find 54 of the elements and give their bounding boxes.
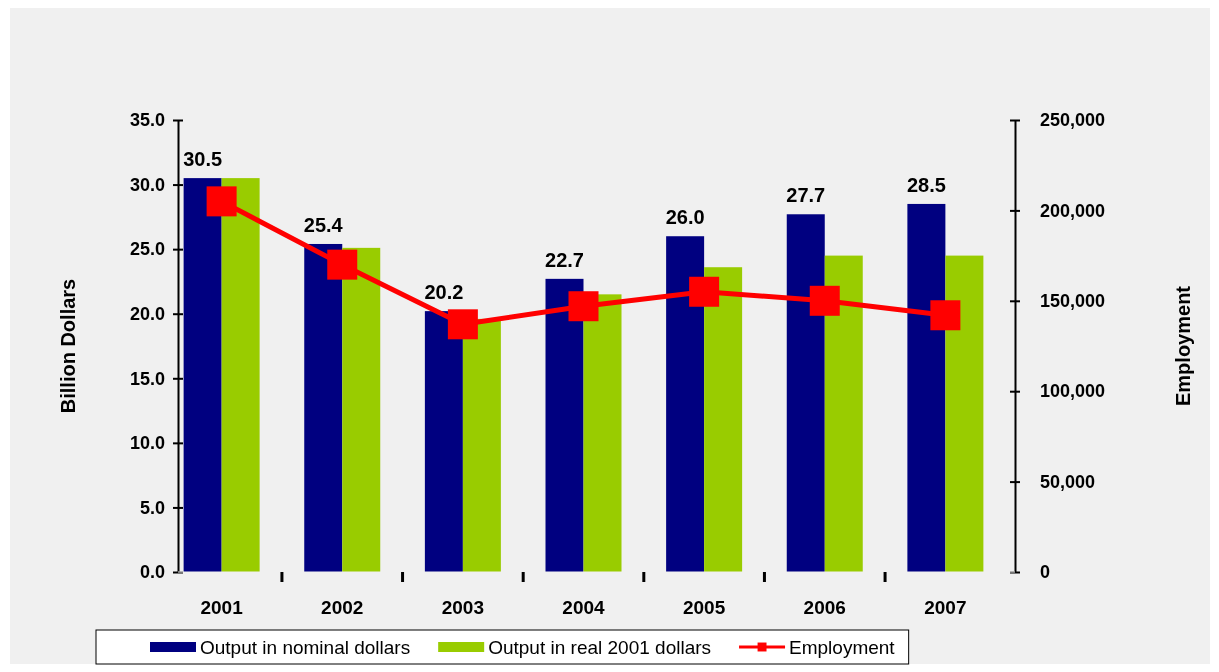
point (930, 300, 961, 331)
bar (583, 294, 622, 572)
y2-tick-label: 150,000 (1040, 291, 1106, 312)
y-tick-label: 15.0 (129, 368, 165, 389)
x-tick-label: 2003 (441, 597, 485, 618)
bar (304, 243, 343, 572)
bar (424, 311, 463, 572)
y-tick-label: 25.0 (129, 239, 165, 260)
data-label: 30.5 (183, 148, 223, 171)
x-tick-label: 2002 (321, 597, 364, 618)
bar (786, 214, 825, 572)
bar (462, 318, 501, 572)
x-tick-label: 2001 (200, 597, 244, 618)
y2-tick-label: 50,000 (1040, 471, 1096, 492)
point (809, 285, 840, 316)
y-tick-label: 10.0 (129, 433, 165, 454)
bar (183, 178, 222, 572)
data-label: 25.4 (303, 213, 344, 236)
y2-tick-label: 0 (1040, 562, 1051, 583)
bar (824, 255, 863, 572)
point (689, 276, 720, 307)
bar (666, 236, 705, 572)
bar (221, 178, 260, 572)
y2-tick-label: 100,000 (1040, 381, 1106, 402)
y-axis-title: Billion Dollars (57, 278, 79, 414)
point (568, 291, 599, 322)
bar (342, 247, 381, 572)
x-tick-label: 2005 (682, 597, 726, 618)
bar (704, 267, 743, 572)
legend-label: Employment (789, 637, 896, 658)
y2-axis-title: Employment (1172, 285, 1194, 407)
y-tick-label: 30.0 (129, 174, 165, 195)
legend-label: Output in nominal dollars (200, 637, 411, 658)
x-tick-label: 2004 (562, 597, 606, 618)
legend-label: Output in real 2001 dollars (488, 637, 712, 658)
point (447, 309, 478, 340)
data-label: 26.0 (665, 206, 705, 229)
data-label: 28.5 (906, 173, 946, 196)
x-tick-label: 2007 (924, 597, 967, 618)
bar (945, 255, 984, 572)
data-label: 27.7 (786, 184, 826, 207)
y2-tick-label: 250,000 (1040, 110, 1106, 131)
point (206, 186, 237, 217)
bar (907, 203, 946, 572)
bar (545, 278, 584, 572)
y-tick-label: 20.0 (129, 303, 165, 324)
y-tick-label: 35.0 (129, 110, 165, 131)
point (327, 249, 358, 280)
y-tick-label: 0.0 (139, 562, 165, 583)
y-tick-label: 5.0 (139, 497, 165, 518)
data-label: 20.2 (424, 281, 464, 304)
y2-tick-label: 200,000 (1040, 200, 1106, 221)
x-tick-label: 2006 (803, 597, 846, 618)
data-label: 22.7 (545, 248, 584, 271)
